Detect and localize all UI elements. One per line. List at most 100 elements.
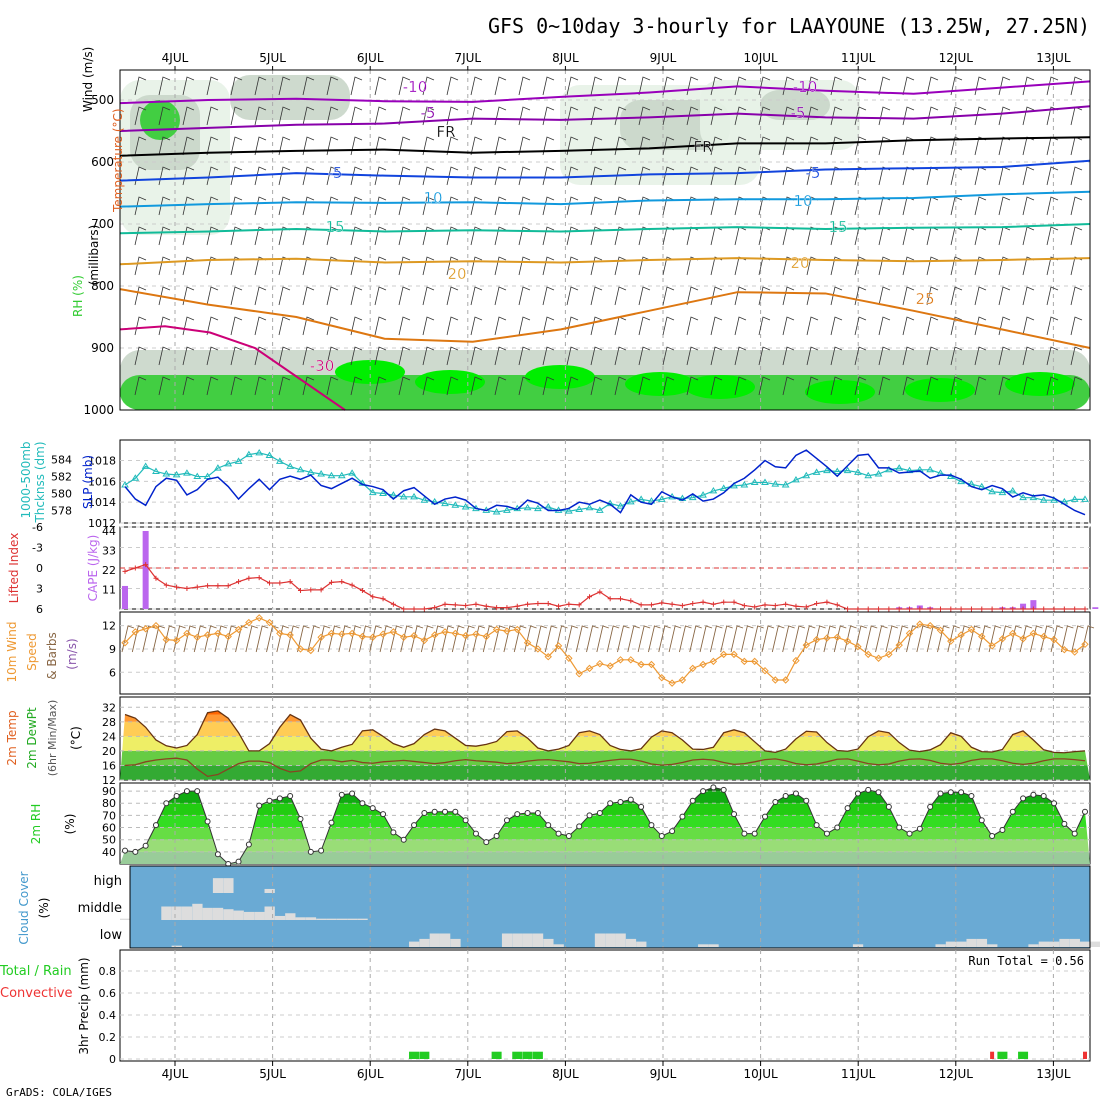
wind-barb	[470, 316, 483, 336]
wind-barb	[1070, 286, 1083, 306]
wind-point	[472, 630, 480, 638]
wind-barb	[278, 76, 291, 96]
cloud-level-label: middle	[78, 901, 122, 916]
rh-point	[627, 796, 634, 803]
rh-band	[120, 839, 1090, 852]
rh-point	[762, 813, 768, 820]
wind-barb	[1046, 376, 1059, 396]
wind-barb	[422, 196, 435, 216]
cloud-bar-low	[852, 944, 864, 947]
li-point	[628, 598, 634, 604]
rh-band	[120, 815, 1090, 828]
wind-barb	[566, 226, 579, 246]
wind-barb	[734, 76, 747, 96]
rh-point	[359, 800, 366, 807]
precip-tick: 0.2	[99, 1031, 117, 1044]
wind-point	[668, 679, 676, 687]
wind-barb	[638, 286, 651, 306]
wind-barb	[326, 106, 339, 126]
wind-barb	[422, 376, 435, 396]
wind-point	[1050, 635, 1058, 644]
wind-barb	[276, 625, 289, 653]
wind-point	[1070, 648, 1079, 656]
wind-barb	[350, 166, 363, 186]
rh-point	[493, 833, 500, 840]
li-point	[545, 601, 551, 607]
li-point	[287, 579, 293, 585]
wind-barb	[950, 106, 963, 126]
rh-point	[989, 833, 996, 840]
wind-barb	[950, 346, 963, 366]
wind-barb	[134, 136, 147, 156]
wind-barb	[566, 76, 579, 96]
wind-barb	[230, 106, 243, 126]
thickness-point	[461, 502, 470, 510]
thickness-point	[503, 506, 511, 513]
rh-point	[751, 830, 758, 837]
thickness-point	[792, 475, 800, 483]
li-point	[143, 562, 149, 568]
wind-barb	[830, 256, 843, 276]
precip-tick: 0.4	[99, 1009, 117, 1022]
wind-point	[234, 625, 243, 634]
wind-barb	[494, 286, 507, 306]
top-date-tick: 13JUL	[1036, 51, 1071, 65]
wind-barb	[758, 376, 771, 396]
wind-barb	[158, 226, 171, 246]
wind-barb	[235, 625, 248, 653]
wind-barb	[158, 76, 171, 96]
wind-barb	[431, 625, 444, 653]
rh-shading	[230, 75, 350, 120]
li-point	[1010, 606, 1016, 612]
wind-barb	[350, 106, 363, 126]
wind-barb	[998, 76, 1011, 96]
rh-point	[545, 822, 552, 829]
li-point	[1072, 606, 1078, 612]
wind-barb	[662, 316, 675, 336]
rh-point	[916, 825, 923, 832]
thickness-point	[647, 497, 656, 504]
wind-point	[338, 630, 346, 638]
li-point	[958, 606, 964, 612]
cape-bar	[1030, 600, 1037, 609]
li-point	[886, 606, 892, 612]
wind-barb	[782, 106, 795, 126]
cloud-bar-low	[1059, 938, 1070, 947]
thickness-point	[926, 465, 935, 473]
wind-barb	[350, 136, 363, 156]
rh-point	[142, 842, 149, 849]
li-point	[648, 602, 654, 608]
thickness-point	[265, 451, 274, 458]
wind-barb	[518, 196, 531, 216]
li-point	[896, 606, 902, 612]
wind-point	[812, 635, 821, 644]
temp-band	[120, 765, 1090, 780]
wind-barb	[278, 376, 291, 396]
rh-point	[937, 790, 944, 797]
rh-point	[669, 828, 676, 835]
cloud-bar-low	[409, 941, 420, 947]
wind-barb	[326, 346, 339, 366]
cape-bar	[122, 585, 128, 609]
rh-point	[235, 858, 242, 865]
wind-barb	[326, 226, 339, 246]
cloud-panel: high middle low Cloud Cover (%)	[17, 865, 1100, 949]
wind-barb	[494, 256, 507, 276]
wind-barb	[230, 376, 243, 396]
temp-tick: 24	[102, 730, 116, 743]
wind-barb	[230, 286, 243, 306]
axis-label: 2m RH	[29, 804, 43, 845]
slp-tick: 1012	[88, 517, 116, 530]
wind-barb	[926, 256, 939, 276]
wind-barb	[937, 625, 950, 653]
wind-barb	[398, 136, 411, 156]
li-point	[814, 601, 820, 607]
thickness-point	[141, 462, 150, 469]
li-point	[752, 604, 758, 610]
li-point	[163, 582, 169, 588]
axis-label: (°C)	[69, 726, 83, 750]
wind-point	[957, 631, 965, 639]
wind-barb	[350, 346, 363, 366]
wind-barb	[230, 166, 243, 186]
rh-point	[565, 833, 572, 840]
